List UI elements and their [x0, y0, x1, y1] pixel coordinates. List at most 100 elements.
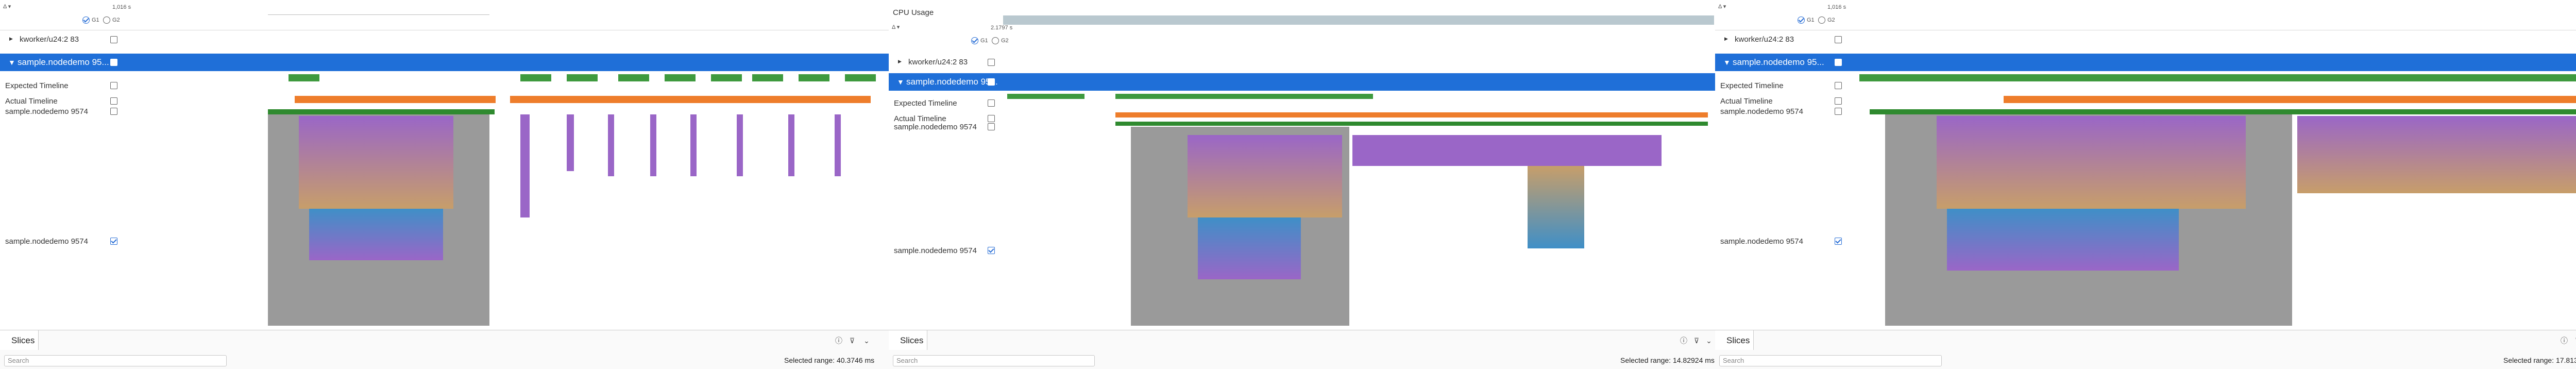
tab-slices[interactable]: Slices — [1715, 330, 1754, 350]
timeline-header: Δ ▾ — [3, 4, 11, 10]
expected-frame[interactable] — [799, 74, 829, 81]
process-checkbox[interactable] — [110, 59, 117, 66]
expected-timeline-label: Expected Timeline — [5, 81, 69, 90]
process-checkbox[interactable] — [1835, 59, 1842, 66]
slice-stack[interactable] — [737, 114, 743, 176]
slice-stack[interactable] — [650, 114, 656, 176]
expand-icon[interactable]: ▶ — [898, 59, 902, 64]
cpu-radio-g1[interactable] — [82, 16, 90, 24]
thread-checkbox[interactable] — [110, 108, 117, 115]
thread-bottom-checkbox[interactable] — [1835, 238, 1842, 245]
process-checkbox[interactable] — [988, 78, 995, 86]
trace-panel-1: Δ ▾ 1,016 s G1 G2 ▶ kworker/u24:2 83 ▼ s… — [0, 0, 889, 369]
expand-icon[interactable]: ▶ — [1724, 36, 1728, 41]
process-header[interactable]: ▼ sample.nodedemo 95... — [0, 54, 889, 71]
slice-stack[interactable] — [520, 114, 530, 217]
slice-stack[interactable] — [2297, 116, 2576, 193]
kworker-checkbox[interactable] — [988, 59, 995, 66]
slice-stack[interactable] — [1528, 166, 1584, 248]
slice-stack[interactable] — [1188, 135, 1342, 217]
filter-icon[interactable]: ⊽ — [1693, 337, 1700, 345]
info-icon[interactable]: ⓘ — [1680, 337, 1687, 345]
process-name: sample.nodedemo 95... — [906, 77, 998, 87]
chevron-down-icon[interactable]: ⌄ — [1706, 337, 1712, 345]
slice-stack[interactable] — [835, 114, 841, 176]
running-slice[interactable] — [268, 109, 495, 114]
expected-timeline-checkbox[interactable] — [988, 99, 995, 107]
actual-frame[interactable] — [510, 96, 871, 103]
expected-frame[interactable] — [520, 74, 551, 81]
selection-ruler — [268, 10, 489, 15]
cpu-option-g1: G1 — [1807, 17, 1815, 23]
slice-stack[interactable] — [788, 114, 794, 176]
actual-timeline-checkbox[interactable] — [1835, 97, 1842, 105]
expected-frame[interactable] — [711, 74, 742, 81]
actual-frame[interactable] — [2004, 96, 2576, 103]
process-header[interactable]: ▼ sample.nodedemo 95... — [889, 73, 1715, 91]
expected-timeline-checkbox[interactable] — [110, 82, 117, 89]
slice-stack[interactable] — [567, 114, 574, 171]
cpu-radio-g2[interactable] — [992, 37, 999, 44]
expected-frame[interactable] — [1859, 74, 2576, 81]
cpu-radio-g1[interactable] — [971, 37, 978, 44]
expected-frame[interactable] — [1115, 94, 1260, 99]
search-input[interactable]: Search — [1719, 355, 1942, 366]
expected-frame[interactable] — [1007, 94, 1084, 99]
thread-bottom-checkbox[interactable] — [988, 247, 995, 254]
collapse-icon[interactable]: ▼ — [1723, 58, 1731, 66]
expected-timeline-checkbox[interactable] — [1835, 82, 1842, 89]
chevron-down-icon[interactable]: ⌄ — [863, 337, 870, 345]
expected-frame[interactable] — [752, 74, 783, 81]
process-name: sample.nodedemo 95... — [18, 57, 109, 67]
actual-frame[interactable] — [295, 96, 496, 103]
slice-stack[interactable] — [299, 116, 453, 209]
expected-frame[interactable] — [618, 74, 649, 81]
search-placeholder: Search — [896, 357, 918, 364]
running-slice[interactable] — [1115, 122, 1708, 126]
tab-slices[interactable]: Slices — [889, 330, 927, 350]
actual-timeline-checkbox[interactable] — [988, 115, 995, 122]
process-name: sample.nodedemo 95... — [1733, 57, 1824, 67]
timeline-header: Δ ▾ — [1718, 4, 1726, 10]
filter-icon[interactable]: ⊽ — [849, 337, 855, 345]
slice-stack[interactable] — [309, 209, 443, 260]
info-icon[interactable]: ⓘ — [2561, 337, 2568, 345]
expected-frame[interactable] — [567, 74, 598, 81]
cpu-option-g2: G2 — [1827, 17, 1835, 23]
details-panel: Slices ⓘ ⊽ ⌄ Search Selected range: 40.3… — [0, 330, 889, 369]
collapse-icon[interactable]: ▼ — [8, 58, 15, 66]
time-tick: 1,016 s — [1827, 4, 1846, 10]
running-slice[interactable] — [1870, 109, 2576, 114]
cpu-radio-g2[interactable] — [1818, 16, 1825, 24]
cpu-usage-track[interactable] — [1003, 15, 1714, 25]
cpu-option-g2: G2 — [112, 17, 120, 23]
actual-timeline-checkbox[interactable] — [110, 97, 117, 105]
thread-bottom-checkbox[interactable] — [110, 238, 117, 245]
slice-stack[interactable] — [1198, 217, 1301, 279]
actual-frame[interactable] — [1115, 112, 1708, 118]
slice-stack[interactable] — [1947, 209, 2179, 271]
collapse-icon[interactable]: ▼ — [897, 78, 904, 86]
slice-stack[interactable] — [690, 114, 697, 176]
kworker-label: kworker/u24:2 83 — [1735, 35, 1794, 44]
filter-icon[interactable]: ⊽ — [2573, 337, 2576, 345]
search-input[interactable]: Search — [893, 355, 1095, 366]
expected-frame[interactable] — [1260, 94, 1373, 99]
process-header[interactable]: ▼ sample.nodedemo 95... — [1715, 54, 2576, 71]
expected-frame[interactable] — [665, 74, 696, 81]
slice-stack[interactable] — [1937, 116, 2246, 209]
info-icon[interactable]: ⓘ — [835, 337, 842, 345]
kworker-checkbox[interactable] — [1835, 36, 1842, 43]
expected-frame[interactable] — [289, 74, 319, 81]
slice-stack[interactable] — [608, 114, 614, 176]
thread-checkbox[interactable] — [988, 123, 995, 130]
cpu-radio-g1[interactable] — [1798, 16, 1805, 24]
search-input[interactable]: Search — [4, 355, 227, 366]
slice-stack[interactable] — [1352, 135, 1662, 166]
thread-checkbox[interactable] — [1835, 108, 1842, 115]
kworker-checkbox[interactable] — [110, 36, 117, 43]
cpu-radio-g2[interactable] — [103, 16, 110, 24]
expand-icon[interactable]: ▶ — [9, 36, 13, 41]
tab-slices[interactable]: Slices — [0, 330, 39, 350]
expected-frame[interactable] — [845, 74, 876, 81]
